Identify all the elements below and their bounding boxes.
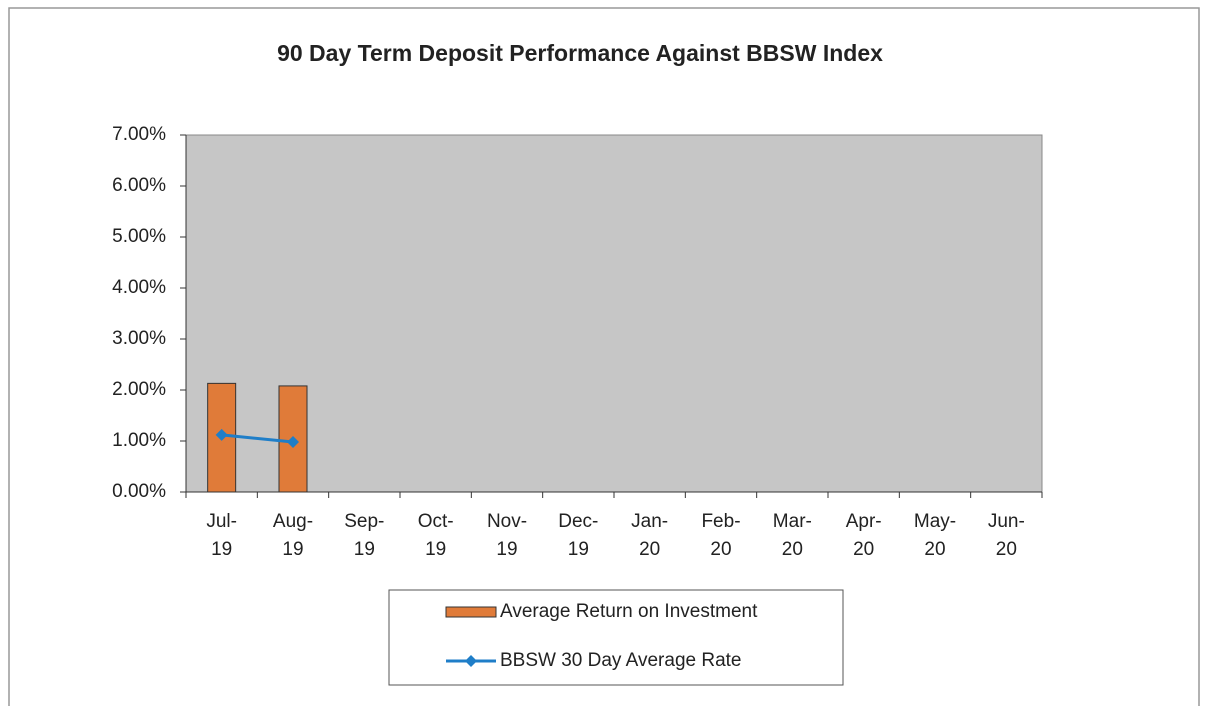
legend-label: Average Return on Investment: [500, 601, 758, 622]
y-tick-label: 7.00%: [112, 124, 166, 145]
y-tick-label: 0.00%: [112, 481, 166, 502]
line-marker: [215, 428, 228, 441]
legend-swatch: [445, 606, 497, 618]
y-tick-label: 2.00%: [112, 379, 166, 400]
chart-title: 90 Day Term Deposit Performance Against …: [277, 40, 883, 66]
y-tick-label: 3.00%: [112, 328, 166, 349]
x-tick-label: Sep-19: [344, 511, 384, 560]
x-tick-label: Feb-20: [701, 511, 740, 560]
y-tick-label: 5.00%: [112, 226, 166, 247]
x-tick-label: Nov-19: [487, 511, 527, 560]
x-tick-label: Aug-19: [273, 511, 313, 560]
y-tick-label: 6.00%: [112, 175, 166, 196]
y-tick-label: 4.00%: [112, 277, 166, 298]
legend: [388, 589, 844, 686]
x-tick-label: Dec-19: [558, 511, 598, 560]
x-tick-label: Mar-20: [773, 511, 812, 560]
plot-area: [185, 134, 1043, 493]
legend-marker: [465, 655, 477, 667]
x-tick-label: Apr-20: [846, 511, 882, 560]
y-tick-label: 1.00%: [112, 430, 166, 451]
x-tick-label: Jun-20: [988, 511, 1025, 560]
x-tick-label: Jul-19: [206, 511, 237, 560]
x-tick-label: Oct-19: [418, 511, 454, 560]
line: [221, 433, 294, 444]
x-tick-label: Jan-20: [631, 511, 668, 560]
line-marker: [287, 436, 299, 449]
x-tick-label: May-20: [914, 511, 956, 560]
legend-label: BBSW 30 Day Average Rate: [500, 650, 742, 671]
